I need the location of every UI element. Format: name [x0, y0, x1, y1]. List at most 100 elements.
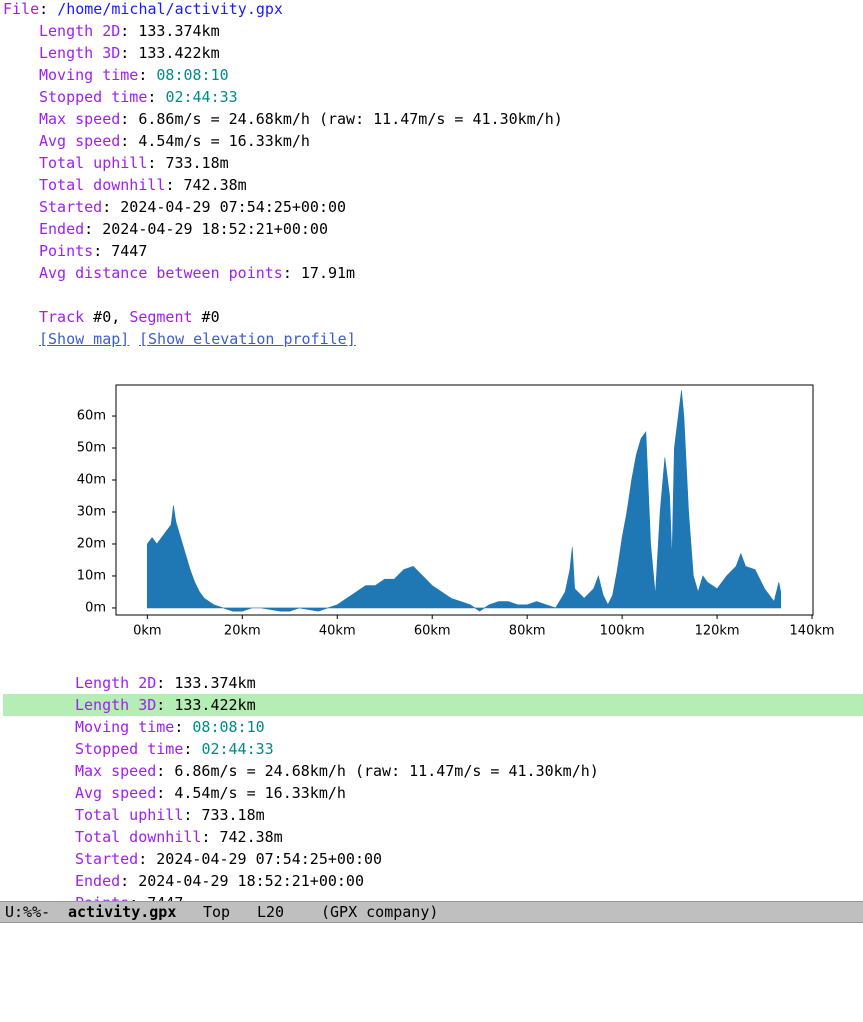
elevation-area — [147, 390, 782, 612]
segment-value: #0 — [192, 308, 220, 326]
separator: : — [120, 110, 139, 128]
stat-label: Total downhill — [75, 828, 202, 846]
stat-value: 133.374km — [174, 674, 256, 692]
x-tick-label: 0km — [133, 624, 161, 639]
y-tick-label: 50m — [77, 441, 106, 456]
separator: : — [165, 176, 184, 194]
stat-label: Total uphill — [75, 806, 184, 824]
separator: : — [147, 154, 166, 172]
stat-row: Length 2D: 133.374km — [0, 672, 863, 694]
stat-label: Max speed — [39, 110, 121, 128]
separator: : — [201, 828, 220, 846]
stat-row: Started: 2024-04-29 07:54:25+00:00 — [0, 848, 863, 870]
separator: : — [120, 22, 139, 40]
file-label: File — [3, 0, 40, 18]
stat-label: Moving time — [75, 718, 175, 736]
stat-value: 08:08:10 — [192, 718, 265, 736]
stat-row: Length 2D: 133.374km — [0, 20, 863, 42]
link[interactable]: [Show elevation profile] — [139, 330, 356, 348]
stat-row: Total downhill: 742.38m — [0, 826, 863, 848]
file-line: File: /home/michal/activity.gpx — [3, 0, 863, 20]
separator: : — [147, 88, 166, 106]
stat-value: 4.54m/s = 16.33km/h — [138, 132, 310, 150]
stat-label: Ended — [75, 872, 121, 890]
stat-value: 6.86m/s = 24.68km/h (raw: 11.47m/s = 41.… — [138, 110, 563, 128]
stat-label: Length 3D — [39, 44, 121, 62]
stat-value: 02:44:33 — [201, 740, 274, 758]
stat-value: 733.18m — [201, 806, 265, 824]
x-tick-label: 140km — [790, 624, 835, 639]
separator: : — [138, 850, 157, 868]
stat-value: 17.91m — [300, 264, 356, 282]
y-tick-label: 10m — [77, 568, 106, 583]
y-tick-label: 0m — [85, 600, 106, 615]
file-path: /home/michal/activity.gpx — [57, 0, 283, 18]
track-value: #0, — [84, 308, 130, 326]
track-label: Track — [39, 308, 85, 326]
stat-row: Avg speed: 4.54m/s = 16.33km/h — [0, 130, 863, 152]
stat-label: Started — [75, 850, 139, 868]
separator: : — [183, 740, 202, 758]
separator: : — [174, 718, 193, 736]
separator: : — [156, 784, 175, 802]
link[interactable]: [Show map] — [39, 330, 130, 348]
stat-value: 02:44:33 — [165, 88, 238, 106]
stat-label: Points — [39, 242, 94, 260]
stat-label: Length 2D — [75, 674, 157, 692]
separator: : — [156, 762, 175, 780]
stat-row: Max speed: 6.86m/s = 24.68km/h (raw: 11.… — [0, 760, 863, 782]
stat-row: Points: 7447 — [0, 240, 863, 262]
stat-value: 2024-04-29 18:52:21+00:00 — [138, 872, 364, 890]
major-mode: (GPX company) — [321, 903, 439, 921]
separator: : — [120, 132, 139, 150]
stat-row: Stopped time: 02:44:33 — [0, 86, 863, 108]
segment-label: Segment — [129, 308, 193, 326]
stat-label: Started — [39, 198, 103, 216]
stat-label: Max speed — [75, 762, 157, 780]
stat-label: Stopped time — [75, 740, 184, 758]
stat-value: 2024-04-29 07:54:25+00:00 — [156, 850, 383, 868]
x-tick-label: 60km — [414, 624, 451, 639]
separator: : — [183, 806, 202, 824]
stat-row: Stopped time: 02:44:33 — [0, 738, 863, 760]
x-tick-label: 80km — [509, 624, 546, 639]
stat-row: Ended: 2024-04-29 18:52:21+00:00 — [0, 870, 863, 892]
stat-row: Length 3D: 133.422km — [0, 42, 863, 64]
stat-value: 742.38m — [219, 828, 283, 846]
stat-label: Moving time — [39, 66, 139, 84]
stat-label: Total downhill — [39, 176, 166, 194]
y-tick-label: 60m — [77, 409, 106, 424]
stat-value: 133.374km — [138, 22, 220, 40]
stat-row: Avg speed: 4.54m/s = 16.33km/h — [0, 782, 863, 804]
stat-value: 4.54m/s = 16.33km/h — [174, 784, 346, 802]
stat-value: 2024-04-29 07:54:25+00:00 — [120, 198, 347, 216]
stat-row: Total uphill: 733.18m — [0, 152, 863, 174]
separator: : — [138, 66, 157, 84]
stat-label: Ended — [39, 220, 85, 238]
separator: : — [39, 0, 58, 18]
separator: : — [156, 696, 175, 714]
stat-label: Length 3D — [75, 696, 157, 714]
stat-row: Max speed: 6.86m/s = 24.68km/h (raw: 11.… — [0, 108, 863, 130]
separator: : — [93, 242, 112, 260]
elevation-chart: 0km 20km 40km 60km 80km 100km 120km 140km 0m 10m 2… — [77, 384, 835, 639]
mode-line: U:%%- activity.gpx Top L20 (GPX company) — [0, 901, 863, 923]
x-tick-label: 40km — [319, 624, 356, 639]
stat-label: Avg distance between points — [39, 264, 283, 282]
position: Top — [203, 903, 231, 921]
stat-row: Started: 2024-04-29 07:54:25+00:00 — [0, 196, 863, 218]
stat-value: 133.422km — [174, 696, 256, 714]
x-tick-label: 120km — [695, 624, 740, 639]
stat-label: Avg speed — [39, 132, 121, 150]
separator: : — [120, 44, 139, 62]
stat-label: Avg speed — [75, 784, 157, 802]
stat-row: Total downhill: 742.38m — [0, 174, 863, 196]
separator: : — [102, 198, 121, 216]
stat-value: 7447 — [111, 242, 148, 260]
separator: : — [282, 264, 301, 282]
stat-value: 133.422km — [138, 44, 220, 62]
stat-row: Total uphill: 733.18m — [0, 804, 863, 826]
stat-value: 6.86m/s = 24.68km/h (raw: 11.47m/s = 41.… — [174, 762, 599, 780]
x-tick-label: 100km — [600, 624, 645, 639]
stat-value: 08:08:10 — [156, 66, 229, 84]
